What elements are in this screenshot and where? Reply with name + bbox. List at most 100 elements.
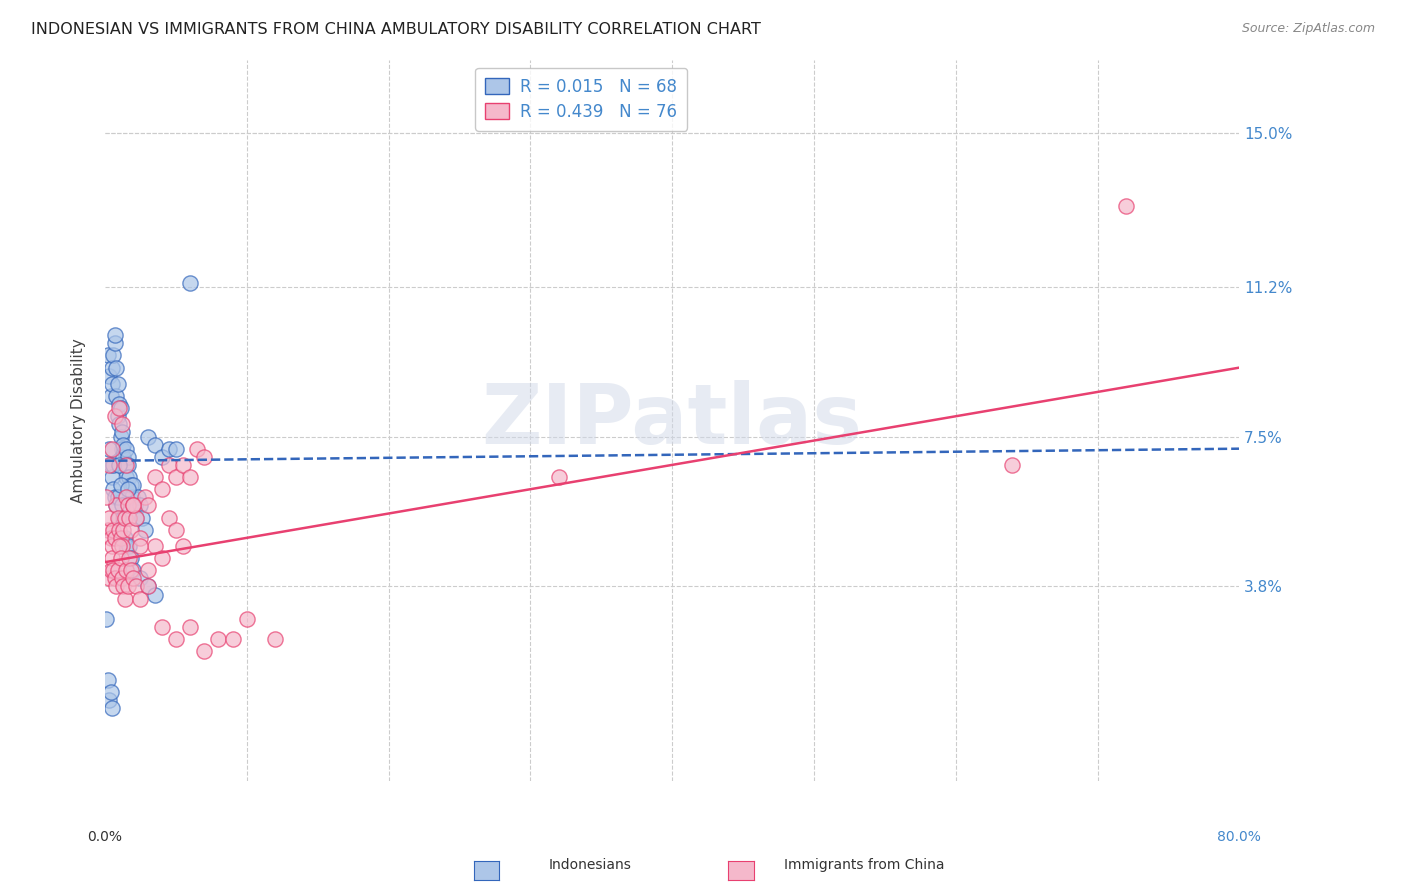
- Point: [122, 499, 145, 513]
- Point: [101, 442, 124, 456]
- Point: [112, 579, 135, 593]
- Point: [157, 458, 180, 472]
- Point: [207, 632, 229, 647]
- Point: [120, 563, 142, 577]
- Text: Indonesians: Indonesians: [550, 858, 631, 872]
- Point: [264, 632, 287, 647]
- Point: [165, 523, 187, 537]
- Point: [101, 376, 124, 391]
- Point: [111, 417, 134, 432]
- Point: [129, 571, 152, 585]
- Point: [157, 510, 180, 524]
- Point: [150, 551, 173, 566]
- Point: [120, 523, 142, 537]
- Point: [129, 531, 152, 545]
- Point: [136, 499, 159, 513]
- Point: [110, 531, 132, 545]
- Text: ZIPatlas: ZIPatlas: [482, 380, 863, 461]
- Point: [104, 409, 127, 424]
- Point: [105, 499, 128, 513]
- Point: [103, 563, 125, 577]
- Point: [110, 429, 132, 443]
- Point: [129, 539, 152, 553]
- Point: [236, 612, 259, 626]
- Point: [121, 491, 143, 505]
- Point: [115, 442, 138, 456]
- Point: [104, 336, 127, 351]
- Point: [101, 470, 124, 484]
- Point: [96, 612, 118, 626]
- Text: Immigrants from China: Immigrants from China: [785, 858, 945, 872]
- Point: [114, 531, 136, 545]
- Point: [143, 588, 166, 602]
- Point: [131, 510, 153, 524]
- Point: [111, 442, 134, 456]
- Point: [1001, 458, 1024, 472]
- Y-axis label: Ambulatory Disability: Ambulatory Disability: [72, 338, 86, 503]
- Point: [179, 620, 201, 634]
- Point: [107, 510, 129, 524]
- Point: [105, 360, 128, 375]
- Point: [111, 571, 134, 585]
- Point: [103, 458, 125, 472]
- Point: [157, 442, 180, 456]
- Point: [118, 551, 141, 566]
- Point: [98, 510, 121, 524]
- Point: [112, 450, 135, 464]
- Point: [98, 693, 121, 707]
- Point: [98, 571, 121, 585]
- Point: [100, 389, 122, 403]
- Point: [143, 539, 166, 553]
- Point: [100, 685, 122, 699]
- Point: [105, 579, 128, 593]
- Point: [125, 510, 148, 524]
- Point: [118, 470, 141, 484]
- Point: [101, 539, 124, 553]
- Point: [108, 539, 131, 553]
- Point: [172, 458, 194, 472]
- Point: [120, 478, 142, 492]
- Point: [108, 417, 131, 432]
- Point: [101, 701, 124, 715]
- Point: [112, 510, 135, 524]
- Point: [115, 491, 138, 505]
- Point: [100, 531, 122, 545]
- Point: [115, 470, 138, 484]
- Legend: R = 0.015   N = 68, R = 0.439   N = 76: R = 0.015 N = 68, R = 0.439 N = 76: [475, 68, 688, 130]
- Point: [107, 376, 129, 391]
- Point: [110, 478, 132, 492]
- Point: [143, 470, 166, 484]
- Point: [114, 591, 136, 606]
- Point: [100, 563, 122, 577]
- Point: [103, 348, 125, 362]
- Point: [129, 499, 152, 513]
- Text: 0.0%: 0.0%: [87, 830, 122, 844]
- Point: [143, 437, 166, 451]
- Point: [101, 360, 124, 375]
- Point: [105, 389, 128, 403]
- Point: [117, 482, 139, 496]
- Point: [136, 579, 159, 593]
- Point: [101, 551, 124, 566]
- Text: Source: ZipAtlas.com: Source: ZipAtlas.com: [1241, 22, 1375, 36]
- Point: [100, 458, 122, 472]
- Point: [129, 591, 152, 606]
- Point: [193, 644, 215, 658]
- Point: [110, 401, 132, 416]
- Point: [98, 368, 121, 383]
- Point: [172, 539, 194, 553]
- Point: [107, 563, 129, 577]
- Point: [125, 579, 148, 593]
- Text: INDONESIAN VS IMMIGRANTS FROM CHINA AMBULATORY DISABILITY CORRELATION CHART: INDONESIAN VS IMMIGRANTS FROM CHINA AMBU…: [31, 22, 761, 37]
- Point: [115, 539, 138, 553]
- Point: [97, 523, 120, 537]
- Point: [110, 551, 132, 566]
- Point: [105, 499, 128, 513]
- Point: [104, 571, 127, 585]
- Point: [150, 620, 173, 634]
- Point: [115, 563, 138, 577]
- Point: [108, 458, 131, 472]
- Point: [165, 632, 187, 647]
- Point: [108, 523, 131, 537]
- Point: [108, 510, 131, 524]
